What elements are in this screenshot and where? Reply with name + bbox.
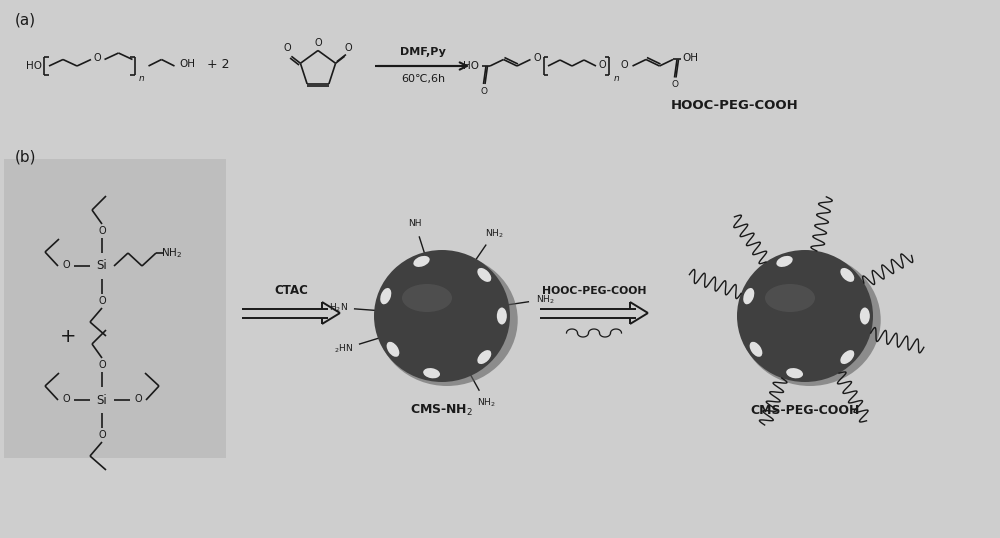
Text: + 2: + 2	[207, 59, 230, 72]
Text: O: O	[98, 430, 106, 440]
Text: O: O	[621, 60, 628, 70]
Text: O: O	[284, 43, 291, 53]
Text: O: O	[94, 53, 101, 63]
Text: OH: OH	[682, 53, 698, 63]
Text: O: O	[62, 394, 70, 404]
Text: n: n	[614, 74, 619, 83]
Ellipse shape	[413, 256, 430, 267]
Text: O: O	[134, 394, 142, 404]
Text: $_2$HN: $_2$HN	[334, 342, 353, 355]
Ellipse shape	[387, 342, 399, 357]
Text: n: n	[139, 74, 145, 83]
Text: HOOC-PEG-COOH: HOOC-PEG-COOH	[542, 286, 646, 296]
Text: HOOC-PEG-COOH: HOOC-PEG-COOH	[671, 100, 799, 112]
Text: NH$_2$: NH$_2$	[536, 293, 554, 306]
Text: O: O	[345, 43, 352, 53]
Ellipse shape	[739, 254, 881, 386]
Ellipse shape	[477, 350, 491, 364]
Text: O: O	[98, 226, 106, 236]
Text: O: O	[533, 53, 541, 63]
Ellipse shape	[737, 250, 873, 382]
Ellipse shape	[376, 254, 518, 386]
Text: O: O	[599, 60, 606, 70]
Text: DMF,Py: DMF,Py	[400, 47, 446, 58]
Text: O: O	[98, 296, 106, 306]
Text: O: O	[672, 81, 679, 89]
Text: CTAC: CTAC	[274, 285, 308, 298]
Text: CMS-PEG-COOH: CMS-PEG-COOH	[750, 404, 860, 416]
FancyBboxPatch shape	[4, 159, 226, 458]
Text: OH: OH	[180, 59, 196, 69]
Text: (a): (a)	[15, 13, 36, 28]
Text: Si: Si	[97, 259, 107, 273]
Text: O: O	[481, 87, 488, 96]
Ellipse shape	[840, 350, 854, 364]
Text: Si: Si	[97, 393, 107, 407]
Text: (b): (b)	[15, 150, 36, 165]
Text: 60℃,6h: 60℃,6h	[401, 74, 445, 84]
Ellipse shape	[743, 288, 754, 305]
Ellipse shape	[750, 342, 762, 357]
FancyBboxPatch shape	[0, 143, 1000, 538]
Text: NH$_2$: NH$_2$	[485, 227, 504, 239]
Ellipse shape	[380, 288, 391, 305]
Text: NH$_2$: NH$_2$	[161, 246, 183, 260]
Text: O: O	[314, 38, 322, 48]
Text: NH: NH	[408, 220, 422, 228]
Text: +: +	[60, 327, 76, 345]
Ellipse shape	[840, 268, 854, 282]
Text: CMS-NH$_2$: CMS-NH$_2$	[410, 402, 474, 417]
Ellipse shape	[477, 268, 491, 282]
Text: NH$_2$: NH$_2$	[477, 397, 495, 409]
Text: O: O	[98, 360, 106, 370]
Text: HO: HO	[26, 61, 42, 71]
FancyBboxPatch shape	[0, 0, 1000, 143]
Text: H$_2$N: H$_2$N	[329, 301, 347, 314]
Text: O: O	[62, 260, 70, 270]
Ellipse shape	[860, 308, 870, 324]
Text: HO: HO	[463, 61, 479, 71]
Ellipse shape	[786, 368, 803, 378]
Ellipse shape	[402, 284, 452, 312]
Ellipse shape	[423, 368, 440, 378]
Ellipse shape	[765, 284, 815, 312]
Ellipse shape	[374, 250, 510, 382]
Ellipse shape	[497, 308, 507, 324]
Ellipse shape	[776, 256, 793, 267]
